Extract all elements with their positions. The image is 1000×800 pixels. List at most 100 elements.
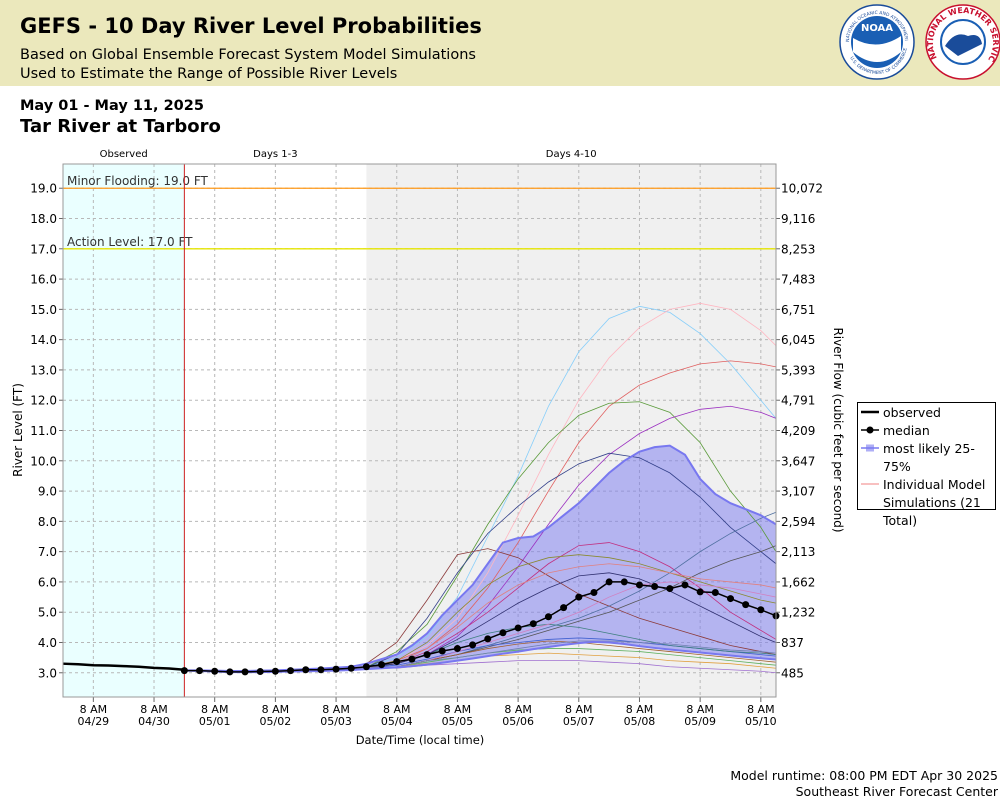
observed-line <box>62 662 185 671</box>
y2-tick-label: 3,647 <box>781 454 815 468</box>
page-title: GEFS - 10 Day River Level Probabilities <box>20 14 482 38</box>
station-title: Tar River at Tarboro <box>20 116 221 137</box>
x-tick-label: 8 AM <box>444 703 472 716</box>
median-point <box>711 589 719 597</box>
y-tick-label: 13.0 <box>30 363 57 377</box>
y-axis-label: River Level (FT) <box>11 383 25 477</box>
x-tick-label: 05/04 <box>381 715 413 728</box>
x-tick-label: 04/29 <box>77 715 109 728</box>
legend-entry: most likely 25-75% <box>861 440 992 476</box>
x-tick-label: 05/01 <box>199 715 231 728</box>
legend-swatch <box>861 410 879 414</box>
y2-tick-label: 1,232 <box>781 606 815 620</box>
period-label: Days 4-10 <box>546 149 597 160</box>
x-tick-label: 05/02 <box>260 715 292 728</box>
date-range: May 01 - May 11, 2025 <box>20 98 204 114</box>
median-point <box>544 613 552 621</box>
median-point <box>362 663 370 671</box>
y-tick-label: 15.0 <box>30 303 57 317</box>
x-tick-label: 8 AM <box>140 703 168 716</box>
y2-tick-label: 6,751 <box>781 303 815 317</box>
y2-tick-label: 1,662 <box>781 575 815 589</box>
y-tick-label: 16.0 <box>30 273 57 287</box>
y-tick-label: 14.0 <box>30 333 57 347</box>
x-tick-label: 8 AM <box>201 703 229 716</box>
median-point <box>484 635 492 643</box>
median-point <box>726 595 734 603</box>
y-tick-label: 4.0 <box>38 636 57 650</box>
y2-tick-label: 837 <box>781 636 804 650</box>
legend-swatch <box>861 444 879 452</box>
y2-axis-label: River Flow (cubic feet per second) <box>831 327 845 532</box>
y-tick-label: 7.0 <box>38 545 57 559</box>
median-point <box>666 585 674 593</box>
x-tick-label: 05/09 <box>684 715 716 728</box>
y2-tick-label: 485 <box>781 666 804 680</box>
x-tick-label: 8 AM <box>565 703 593 716</box>
median-point <box>575 593 583 601</box>
y2-tick-label: 9,116 <box>781 212 815 226</box>
median-point <box>453 645 461 653</box>
header-band <box>0 0 1000 86</box>
x-tick-label: 8 AM <box>322 703 350 716</box>
median-point <box>408 655 416 663</box>
median-point <box>180 667 188 675</box>
median-point <box>529 620 537 628</box>
x-tick-label: 05/06 <box>502 715 534 728</box>
median-point <box>241 668 249 676</box>
median-point <box>378 661 386 669</box>
y2-tick-label: 6,045 <box>781 333 815 347</box>
median-point <box>256 668 264 676</box>
y-tick-label: 10.0 <box>30 454 57 468</box>
y2-tick-label: 5,393 <box>781 363 815 377</box>
period-label: Days 1-3 <box>253 149 297 160</box>
period-label: Observed <box>100 149 148 160</box>
median-point <box>438 647 446 655</box>
y-tick-label: 5.0 <box>38 606 57 620</box>
y-tick-label: 9.0 <box>38 485 57 499</box>
median-point <box>393 658 401 666</box>
y2-tick-label: 4,791 <box>781 394 815 408</box>
x-tick-label: 05/05 <box>442 715 474 728</box>
y2-tick-label: 7,483 <box>781 273 815 287</box>
legend-label: most likely 25-75% <box>883 441 975 474</box>
median-point <box>317 666 325 674</box>
median-point <box>590 589 598 597</box>
x-tick-label: 8 AM <box>383 703 411 716</box>
median-point <box>302 666 310 674</box>
footer-center: Southeast River Forecast Center <box>796 784 999 799</box>
threshold-label: Minor Flooding: 19.0 FT <box>67 174 209 188</box>
x-tick-label: 05/03 <box>320 715 352 728</box>
legend-entry: Individual Model Simulations (21 Total) <box>861 476 992 530</box>
legend-label: Individual Model Simulations (21 Total) <box>883 477 986 528</box>
y2-tick-label: 8,253 <box>781 242 815 256</box>
median-point <box>635 581 643 589</box>
median-point <box>742 601 750 609</box>
legend-entry: median <box>861 422 992 440</box>
median-point <box>226 668 234 676</box>
median-point <box>696 588 704 596</box>
y2-tick-label: 3,107 <box>781 485 815 499</box>
x-tick-label: 04/30 <box>138 715 170 728</box>
median-point <box>347 664 355 672</box>
median-point <box>332 665 340 673</box>
x-tick-label: 05/08 <box>624 715 656 728</box>
footer-runtime: Model runtime: 08:00 PM EDT Apr 30 2025 <box>730 768 998 783</box>
legend-label: median <box>883 423 930 438</box>
median-point <box>560 604 568 612</box>
x-axis-label: Date/Time (local time) <box>356 733 485 747</box>
band-lower-edge <box>184 640 777 674</box>
y2-tick-label: 2,113 <box>781 545 815 559</box>
median-point <box>651 582 659 590</box>
median-point <box>757 606 765 614</box>
x-tick-label: 8 AM <box>80 703 108 716</box>
x-tick-label: 05/07 <box>563 715 595 728</box>
likely-range-band <box>184 445 777 673</box>
x-tick-label: 8 AM <box>686 703 714 716</box>
median-point <box>605 578 613 586</box>
y-tick-label: 11.0 <box>30 424 57 438</box>
median-point <box>514 624 522 632</box>
y2-tick-label: 10,072 <box>781 182 823 196</box>
